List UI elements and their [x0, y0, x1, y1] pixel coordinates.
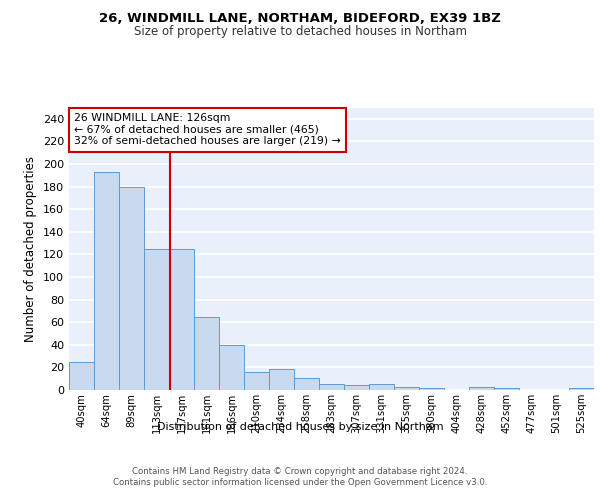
Bar [569, 388, 594, 390]
Bar [94, 172, 119, 390]
Bar [144, 248, 169, 390]
Text: Size of property relative to detached houses in Northam: Size of property relative to detached ho… [133, 25, 467, 38]
Bar [469, 386, 494, 390]
Bar [344, 386, 369, 390]
Bar [494, 388, 519, 390]
Bar [219, 345, 244, 390]
Bar [294, 378, 319, 390]
Text: 26 WINDMILL LANE: 126sqm
← 67% of detached houses are smaller (465)
32% of semi-: 26 WINDMILL LANE: 126sqm ← 67% of detach… [74, 113, 341, 146]
Bar [319, 384, 344, 390]
Bar [269, 368, 294, 390]
Bar [394, 386, 419, 390]
Bar [369, 384, 394, 390]
Text: Distribution of detached houses by size in Northam: Distribution of detached houses by size … [157, 422, 443, 432]
Bar [69, 362, 94, 390]
Text: 26, WINDMILL LANE, NORTHAM, BIDEFORD, EX39 1BZ: 26, WINDMILL LANE, NORTHAM, BIDEFORD, EX… [99, 12, 501, 26]
Bar [244, 372, 269, 390]
Bar [194, 316, 219, 390]
Text: Contains HM Land Registry data © Crown copyright and database right 2024.
Contai: Contains HM Land Registry data © Crown c… [113, 468, 487, 487]
Bar [419, 388, 444, 390]
Bar [119, 186, 144, 390]
Y-axis label: Number of detached properties: Number of detached properties [25, 156, 37, 342]
Bar [169, 248, 194, 390]
